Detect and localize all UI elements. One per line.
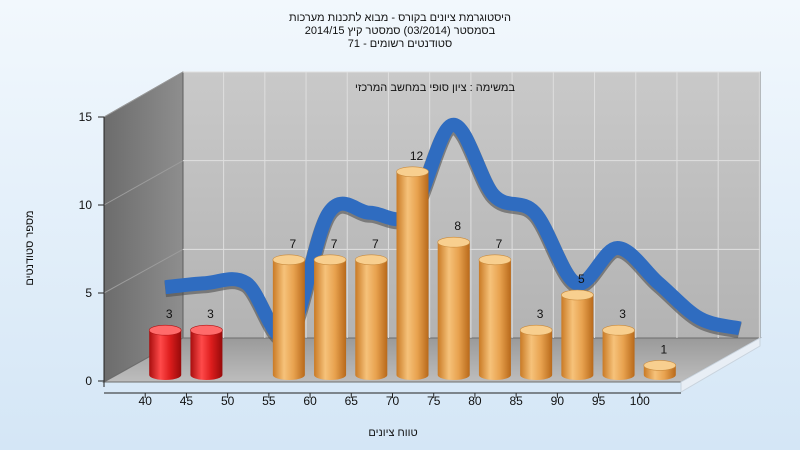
y-tick-label: 5	[85, 286, 92, 300]
bar: 1	[643, 342, 677, 380]
bar-value-label: 3	[537, 307, 544, 321]
bar-value-label: 5	[578, 272, 585, 286]
bar-top	[437, 236, 471, 248]
x-tick-label: 50	[221, 394, 235, 408]
bar-body	[561, 295, 594, 380]
bar-top	[519, 324, 553, 336]
x-axis-label: טווח ציונים	[368, 427, 418, 439]
trend-ribbon	[164, 117, 742, 348]
bar-body	[314, 259, 347, 380]
bar-body	[190, 330, 223, 380]
bar-body	[520, 330, 553, 380]
gridline-left	[103, 248, 184, 294]
bar-body	[478, 259, 511, 380]
bar-body	[437, 242, 470, 380]
bar-value-label: 8	[454, 219, 461, 233]
bar-value-label: 7	[372, 237, 379, 251]
gridline-left	[103, 71, 184, 118]
bar-top	[354, 254, 388, 266]
bars-group: 3 3 7 7 7 12 8 7 3 5 3 1	[148, 149, 677, 380]
bar: 8	[437, 219, 471, 380]
floor-edge	[680, 337, 761, 393]
bar-value-label: 7	[290, 237, 297, 251]
bar-value-label: 3	[619, 307, 626, 321]
x-tick-label: 75	[427, 394, 441, 408]
bar-body	[355, 259, 388, 380]
bar-body	[272, 259, 305, 380]
bar-top	[190, 324, 223, 336]
chart-title-line-3: סטודנטים רשומים - 71	[347, 38, 453, 50]
x-tick-label: 40	[139, 394, 153, 408]
bar-value-label: 7	[331, 237, 338, 251]
bar: 7	[478, 237, 512, 380]
x-tick-label: 65	[345, 394, 359, 408]
chart-title-line-2: בסמסטר (03/2014) סמסטר קיץ 2014/15	[304, 25, 496, 37]
bar-top	[148, 324, 182, 336]
bar-body	[602, 330, 635, 380]
x-tick-label: 45	[180, 394, 194, 408]
bar-top	[478, 254, 512, 266]
gridline-left	[103, 160, 184, 206]
bar-value-label: 1	[660, 342, 667, 356]
y-tick-label: 10	[79, 198, 93, 212]
bar: 3	[148, 307, 182, 380]
bar-top	[313, 254, 347, 266]
x-tick-label: 80	[468, 394, 482, 408]
trend-line	[164, 117, 742, 345]
x-tick-label: 85	[509, 394, 523, 408]
x-tick-label: 95	[592, 394, 606, 408]
bar-top	[602, 324, 635, 336]
bar: 7	[272, 237, 306, 380]
bar-value-label: 12	[410, 149, 424, 163]
x-tick-label: 55	[262, 394, 276, 408]
chart-title-line-1: היסטוגרמת ציונים בקורס - מבוא לתכנות מער…	[288, 12, 512, 24]
bar: 7	[354, 237, 388, 380]
x-tick-label: 100	[630, 394, 650, 408]
bar: 3	[602, 307, 635, 380]
x-tick-label: 90	[551, 394, 565, 408]
bar: 3	[519, 307, 553, 380]
bar: 5	[561, 272, 594, 380]
bar-value-label: 3	[207, 307, 214, 321]
x-tick-label: 70	[386, 394, 400, 408]
y-tick-label: 15	[79, 110, 93, 124]
x-tick-label: 60	[303, 394, 317, 408]
bar-top	[643, 360, 677, 371]
bar-value-label: 3	[166, 307, 173, 321]
y-tick-label: 0	[85, 374, 92, 388]
y-axis-label: מספר סטודנטים	[24, 210, 36, 286]
bar-top	[561, 289, 594, 301]
bar-body	[396, 171, 429, 380]
bar: 12	[396, 149, 429, 380]
bar-value-label: 7	[496, 237, 503, 251]
bar-body	[149, 330, 182, 380]
bar: 7	[313, 237, 347, 380]
chart-inner-label: במשימה : ציון סופי במחשב המרכזי	[354, 82, 516, 94]
bar: 3	[190, 307, 223, 380]
bar-top	[396, 166, 429, 178]
bar-top	[272, 254, 306, 266]
